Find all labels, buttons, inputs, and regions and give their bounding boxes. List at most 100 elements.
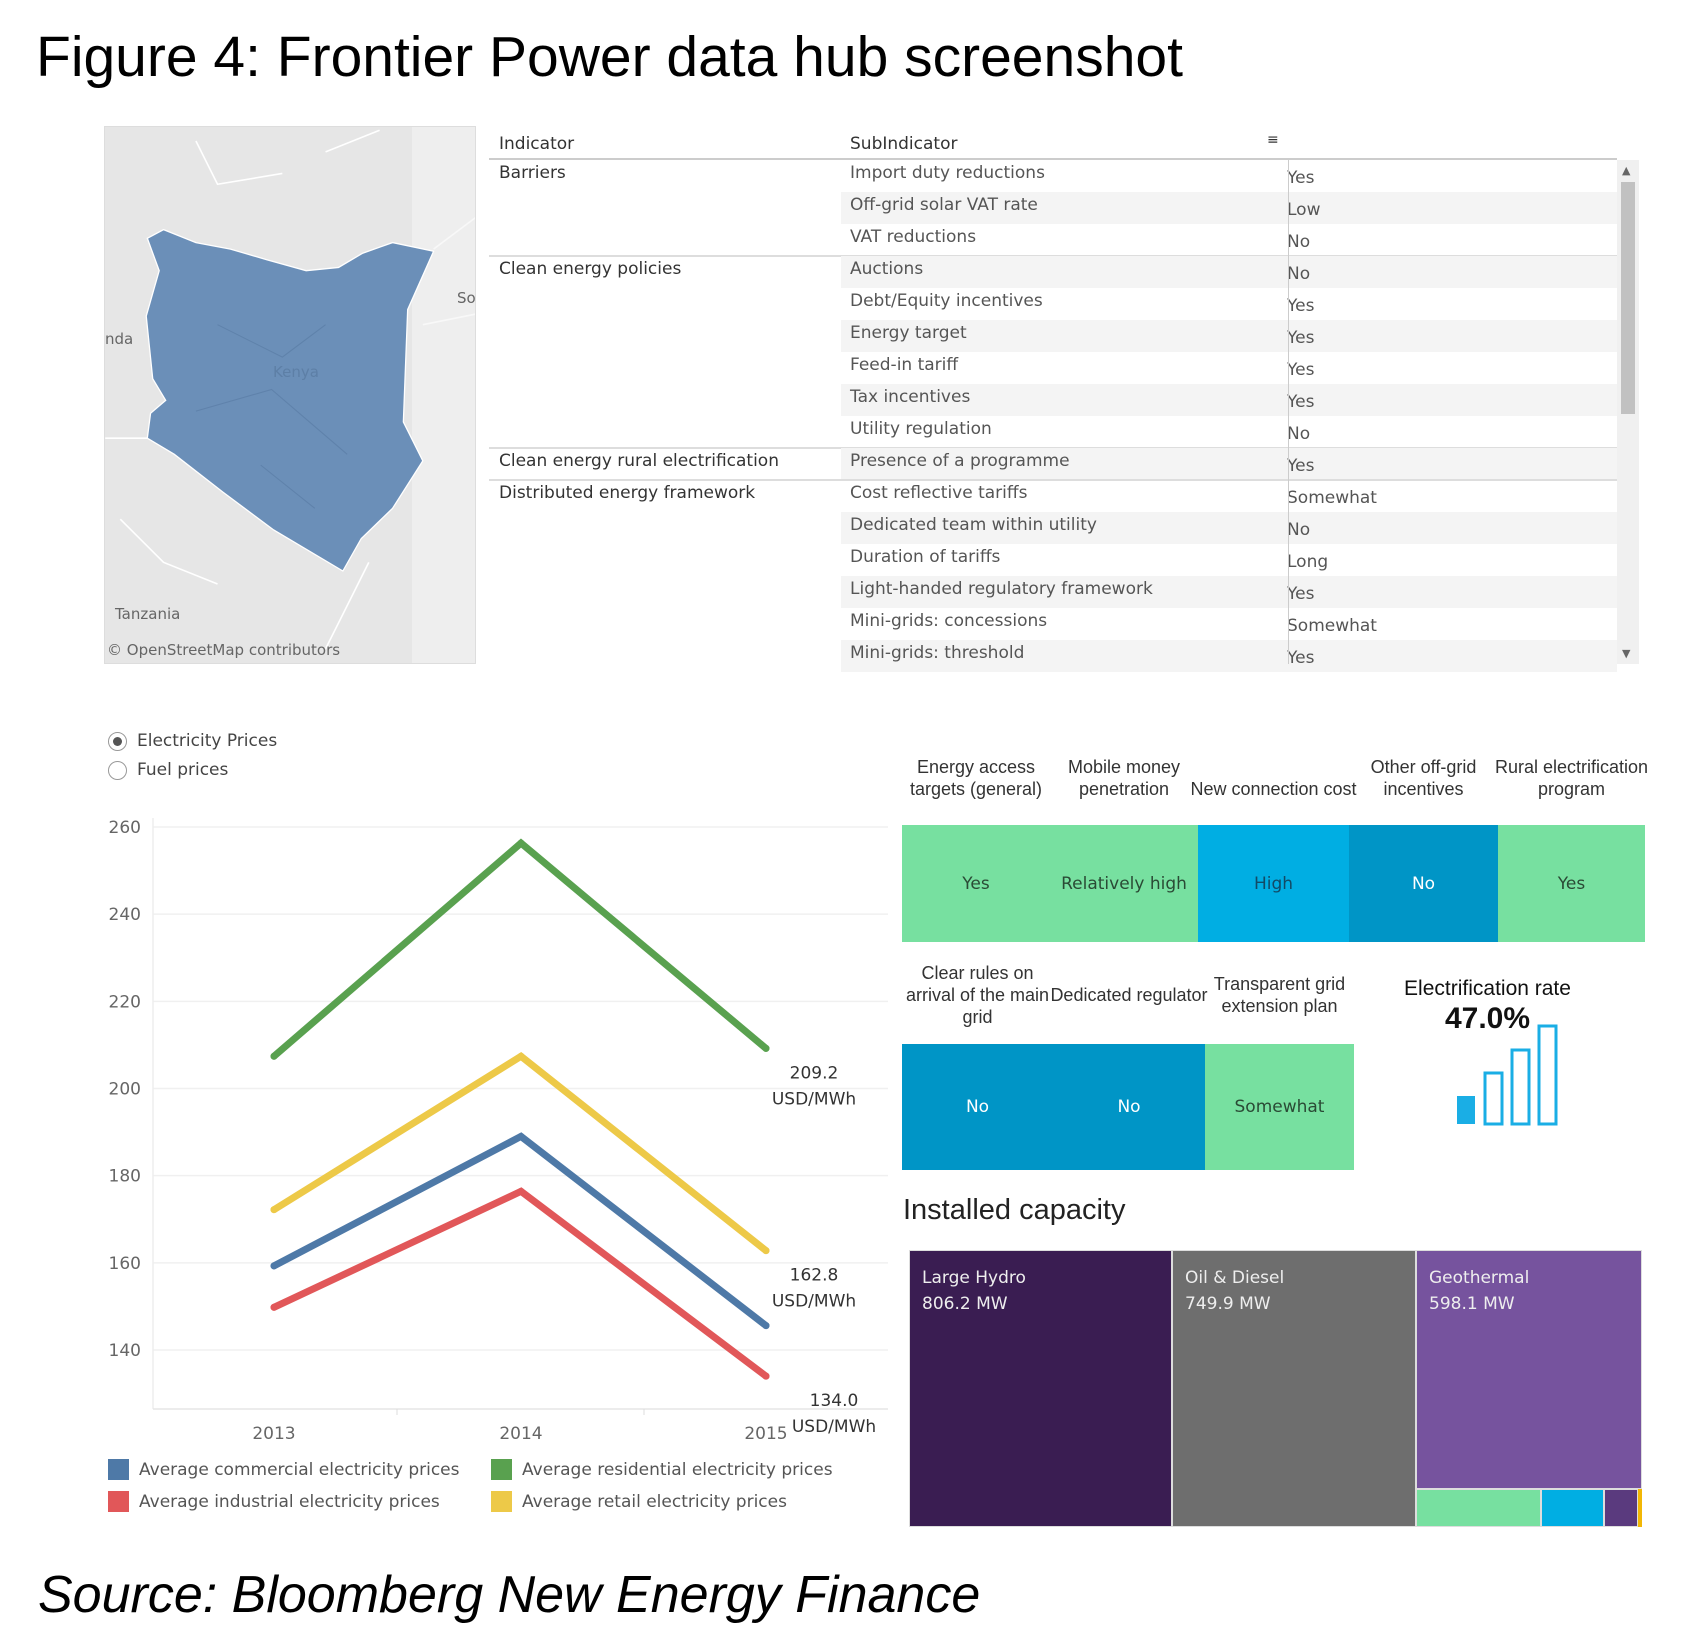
map-attribution[interactable]: © OpenStreetMap contributors xyxy=(107,641,341,659)
table-scrollbar[interactable]: ▲ ▼ xyxy=(1617,160,1639,664)
status-tile[interactable]: No xyxy=(1053,1044,1205,1170)
table-row[interactable]: VAT reductions No xyxy=(841,224,1617,256)
tile-label: Transparent grid extension plan xyxy=(1213,974,1346,1016)
scrollbar-thumb[interactable] xyxy=(1621,182,1635,414)
legend-swatch xyxy=(491,1491,512,1512)
status-tile[interactable]: No xyxy=(1349,825,1498,942)
legend-commercial[interactable]: Average commercial electricity prices xyxy=(108,1459,460,1480)
tile-label: Clear rules on arrival of the main grid xyxy=(905,963,1050,1027)
table-row[interactable]: Energy target Yes xyxy=(841,320,1617,352)
table-row[interactable]: Utility regulation No xyxy=(841,416,1617,448)
table-row[interactable]: Light-handed regulatory framework Yes xyxy=(841,576,1617,608)
data-point xyxy=(270,1262,278,1270)
x-tick-label: 2014 xyxy=(499,1424,542,1440)
legend-industrial[interactable]: Average industrial electricity prices xyxy=(108,1491,440,1512)
table-row[interactable]: Cost reflective tariffs Somewhat xyxy=(841,480,1617,512)
value-cell: Long xyxy=(1287,552,1329,572)
table-row[interactable]: Feed-in tariff Yes xyxy=(841,352,1617,384)
subindicator-cell: Duration of tariffs xyxy=(850,547,1001,567)
table-row[interactable]: Debt/Equity incentives Yes xyxy=(841,288,1617,320)
treemap-large-hydro[interactable]: Large Hydro 806.2 MW xyxy=(909,1250,1172,1527)
status-tile[interactable]: No xyxy=(902,1044,1053,1170)
y-tick-label: 180 xyxy=(109,1167,141,1187)
status-tile[interactable]: Yes xyxy=(1498,825,1645,942)
figure-title: Figure 4: Frontier Power data hub screen… xyxy=(36,25,1183,89)
value-cell: Yes xyxy=(1287,168,1315,188)
data-point xyxy=(762,1372,770,1380)
subindicator-cell: Light-handed regulatory framework xyxy=(850,579,1153,599)
sort-icon[interactable]: ≡ xyxy=(1267,132,1279,148)
value-cell: Somewhat xyxy=(1287,616,1377,636)
radio-unchecked-icon[interactable] xyxy=(108,760,127,780)
column-divider xyxy=(1288,160,1289,664)
table-row[interactable]: Duration of tariffs Long xyxy=(841,544,1617,576)
radio-electricity-prices[interactable]: Electricity Prices xyxy=(108,731,277,751)
map-label-uganda: nda xyxy=(105,330,134,348)
table-row[interactable]: Tax incentives Yes xyxy=(841,384,1617,416)
tile-label: Rural electrification program xyxy=(1494,757,1649,799)
status-tile[interactable]: Relatively high xyxy=(1050,825,1198,942)
radio-fuel-prices[interactable]: Fuel prices xyxy=(108,760,228,780)
data-point xyxy=(270,1052,278,1060)
value-cell: Yes xyxy=(1287,296,1315,316)
data-point xyxy=(270,1206,278,1214)
installed-capacity-title: Installed capacity xyxy=(903,1194,1126,1226)
indicator-cell: Barriers xyxy=(499,163,566,183)
status-tile[interactable]: High xyxy=(1198,825,1349,942)
table-row[interactable]: Auctions No xyxy=(841,256,1617,288)
series-line xyxy=(270,1051,770,1255)
treemap-cell-small[interactable] xyxy=(1416,1489,1541,1527)
value-cell: No xyxy=(1287,232,1311,252)
header-indicator[interactable]: Indicator xyxy=(499,134,575,154)
value-cell: No xyxy=(1287,264,1311,284)
table-row[interactable]: Dedicated team within utility No xyxy=(841,512,1617,544)
status-tile[interactable]: Yes xyxy=(902,825,1050,942)
legend-label: Average industrial electricity prices xyxy=(139,1491,440,1512)
electrification-value: 47.0% xyxy=(1444,1002,1531,1035)
figure-source: Source: Bloomberg New Energy Finance xyxy=(38,1566,981,1624)
table-row[interactable]: Mini-grids: concessions Somewhat xyxy=(841,608,1617,640)
legend-residential[interactable]: Average residential electricity prices xyxy=(491,1459,833,1480)
data-point xyxy=(517,1187,525,1195)
subindicator-cell: Debt/Equity incentives xyxy=(850,291,1043,311)
electricity-price-chart: 140 160 180 200 220 240 260 2013 2014 2015 209.2 US… xyxy=(109,818,888,1440)
treemap-geothermal[interactable]: Geothermal 598.1 MW xyxy=(1416,1250,1642,1489)
table-row[interactable]: Import duty reductions Yes xyxy=(841,160,1617,192)
scroll-down-icon[interactable]: ▼ xyxy=(1622,647,1631,660)
data-point xyxy=(270,1303,278,1311)
treemap-cell-small[interactable] xyxy=(1541,1489,1604,1527)
value-cell: Yes xyxy=(1287,360,1315,380)
radio-checked-icon[interactable] xyxy=(108,731,127,751)
status-tile[interactable]: Somewhat xyxy=(1205,1044,1354,1170)
legend-label: Average commercial electricity prices xyxy=(139,1459,460,1480)
map-label-kenya: Kenya xyxy=(273,363,319,381)
data-point xyxy=(517,1052,525,1060)
value-cell: Yes xyxy=(1287,328,1315,348)
treemap-cell-small[interactable] xyxy=(1638,1489,1642,1527)
treemap-oil-diesel[interactable]: Oil & Diesel 749.9 MW xyxy=(1172,1250,1416,1527)
table-row[interactable]: Off-grid solar VAT rate Low xyxy=(841,192,1617,224)
indicator-table: Indicator SubIndicator ≡ Barriers Import … xyxy=(489,130,1639,672)
treemap-cell-small[interactable] xyxy=(1604,1489,1638,1527)
data-label: 134.0 xyxy=(810,1391,859,1411)
subindicator-cell: Utility regulation xyxy=(850,419,992,439)
installed-capacity-treemap: Large Hydro 806.2 MW Oil & Diesel 749.9 MW… xyxy=(909,1250,1642,1527)
table-row[interactable]: Presence of a programme Yes xyxy=(841,448,1617,480)
header-subindicator[interactable]: SubIndicator xyxy=(850,134,958,154)
data-point xyxy=(517,839,525,847)
value-cell: No xyxy=(1287,520,1311,540)
subindicator-cell: Dedicated team within utility xyxy=(850,515,1097,535)
data-point xyxy=(762,1322,770,1330)
legend-retail[interactable]: Average retail electricity prices xyxy=(491,1491,787,1512)
table-row[interactable]: Mini-grids: threshold Yes xyxy=(841,640,1617,672)
value-cell: Somewhat xyxy=(1287,488,1377,508)
x-tick-label: 2015 xyxy=(744,1424,787,1440)
y-tick-label: 220 xyxy=(109,992,141,1012)
y-tick-label: 140 xyxy=(109,1341,141,1361)
map-label-tanzania: Tanzania xyxy=(115,605,181,623)
tile-label: Mobile money penetration xyxy=(1067,757,1181,799)
map-label-somalia: So xyxy=(457,289,476,307)
value-cell: Low xyxy=(1287,200,1321,220)
scroll-up-icon[interactable]: ▲ xyxy=(1622,164,1631,177)
country-map[interactable]: Kenya Tanzania nda So © OpenStreetMap co… xyxy=(104,126,476,664)
